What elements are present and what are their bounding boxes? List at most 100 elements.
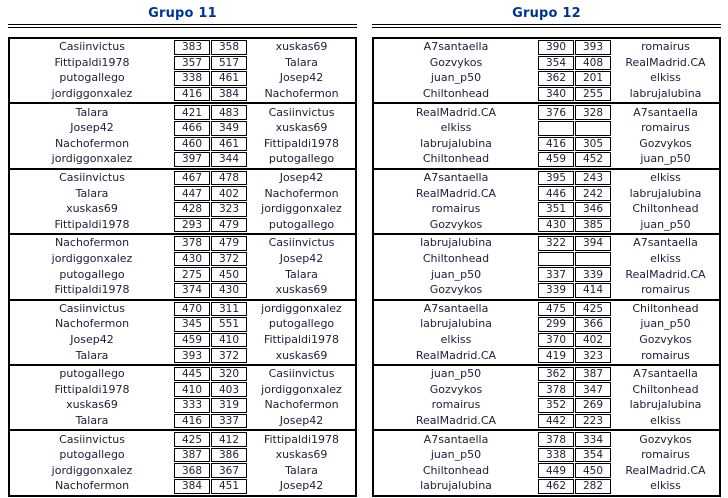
away-player-name: Fittipaldi1978 xyxy=(263,136,340,150)
away-player-name: Josep42 xyxy=(279,171,324,185)
home-player-name: jordiggonxalez xyxy=(51,152,133,166)
home-score-cell: 362 xyxy=(538,71,574,86)
home-player-name: elkiss xyxy=(440,121,472,135)
match-row: romairus 352 269 labrujalubina xyxy=(374,397,719,413)
away-player-name: xuskas69 xyxy=(275,40,328,54)
away-score-cell: 451 xyxy=(211,479,247,494)
home-score-cell: 378 xyxy=(538,432,574,447)
match-row: Gozvykos 354 408 RealMadrid.CA xyxy=(374,55,719,71)
away-player-name: Casiinvictus xyxy=(268,105,335,119)
match-row: Gozvykos 378 347 Chiltonhead xyxy=(374,381,719,398)
away-score-cell: 358 xyxy=(211,40,247,55)
home-player-name: Nachofermon xyxy=(54,479,130,493)
home-score-cell: 322 xyxy=(538,236,574,251)
home-score-cell: 370 xyxy=(538,332,574,348)
match-row: juan_p50 362 387 A7santaella xyxy=(374,366,719,382)
match-block: A7santaella 378 334 Gozvykos juan_p50 338 354 r… xyxy=(374,429,719,494)
home-player-name: jordiggonxalez xyxy=(51,463,133,477)
home-score-cell: 293 xyxy=(174,217,210,233)
away-score-cell: 305 xyxy=(575,136,611,152)
match-row: Chiltonhead elkiss xyxy=(374,251,719,267)
away-score-cell: 517 xyxy=(211,55,247,71)
away-score-cell: 269 xyxy=(575,398,611,413)
home-player-name: elkiss xyxy=(440,332,472,346)
match-block: A7santaella 395 243 elkiss RealMadrid.CA 446 2… xyxy=(374,167,719,233)
home-player-name: Casiinvictus xyxy=(59,432,125,446)
match-block: labrujalubina 322 394 A7santaella Chiltonhea… xyxy=(374,233,719,298)
away-score-cell: 452 xyxy=(575,152,611,167)
away-score-cell: 393 xyxy=(575,40,611,55)
match-row: RealMadrid.CA 446 242 labrujalubina xyxy=(374,185,719,201)
home-player-name: A7santaella xyxy=(423,40,489,54)
home-score-cell: 339 xyxy=(538,282,574,298)
away-score-cell: 387 xyxy=(575,366,611,382)
away-score-cell: 334 xyxy=(575,432,611,447)
home-player-name: Gozvykos xyxy=(429,382,483,396)
match-row: juan_p50 338 354 romairus xyxy=(374,447,719,463)
away-player-name: jordiggonxalez xyxy=(261,202,342,216)
away-score-cell: 402 xyxy=(211,186,247,201)
match-row: jordiggonxalez 368 367 Talara xyxy=(10,462,355,479)
away-player-name: putogallego xyxy=(268,317,335,331)
away-player-name: romairus xyxy=(641,40,690,54)
match-row: Casiinvictus 470 311 jordiggonxalez xyxy=(10,301,355,317)
home-player-name: Fittipaldi1978 xyxy=(54,55,130,69)
home-score-cell: 390 xyxy=(538,40,574,55)
home-player-name: labrujalubina xyxy=(420,479,492,493)
home-player-name: Chiltonhead xyxy=(422,87,490,101)
away-score-cell: 366 xyxy=(575,317,611,332)
match-row: Josep42 466 349 xuskas69 xyxy=(10,120,355,136)
away-score-cell: 320 xyxy=(211,366,247,382)
away-score-cell: 347 xyxy=(575,382,611,398)
away-player-name: romairus xyxy=(641,448,690,462)
match-row: Fittipaldi1978 374 430 xuskas69 xyxy=(10,282,355,298)
home-score-cell: 376 xyxy=(538,105,574,120)
away-player-name: Talara xyxy=(285,463,318,477)
home-player-name: juan_p50 xyxy=(430,267,482,281)
home-player-name: putogallego xyxy=(59,71,125,85)
home-score-cell: 460 xyxy=(174,136,210,152)
home-score-cell: 421 xyxy=(174,105,210,120)
home-score-cell: 446 xyxy=(538,186,574,201)
home-player-name: xuskas69 xyxy=(66,398,118,412)
match-row: RealMadrid.CA 419 323 romairus xyxy=(374,347,719,363)
away-player-name: elkiss xyxy=(650,71,681,85)
match-row: A7santaella 390 393 romairus xyxy=(374,39,719,55)
away-player-name: Casiinvictus xyxy=(268,236,335,250)
away-player-name: elkiss xyxy=(650,413,681,427)
match-block: Casiinvictus 383 358 xuskas69 Fittipaldi1978… xyxy=(10,39,355,102)
home-player-name: RealMadrid.CA xyxy=(415,413,497,427)
home-player-name: juan_p50 xyxy=(430,448,482,462)
header-rule xyxy=(8,24,357,28)
home-player-name: Casiinvictus xyxy=(59,171,125,185)
match-row: Gozvykos 339 414 romairus xyxy=(374,282,719,298)
away-score-cell: 201 xyxy=(575,71,611,86)
match-row: putogallego 338 461 Josep42 xyxy=(10,70,355,86)
away-score-cell: 402 xyxy=(575,332,611,348)
away-score-cell xyxy=(575,120,611,136)
home-player-name: Chiltonhead xyxy=(422,252,490,266)
home-score-cell: 383 xyxy=(174,40,210,55)
match-row: putogallego 387 386 xuskas69 xyxy=(10,447,355,463)
away-score-cell: 479 xyxy=(211,217,247,233)
home-player-name: putogallego xyxy=(59,448,125,462)
match-row: Nachofermon 460 461 Fittipaldi1978 xyxy=(10,136,355,152)
match-block: Casiinvictus 470 311 jordiggonxalez Nachofer… xyxy=(10,298,355,364)
home-score-cell: 425 xyxy=(174,432,210,447)
away-score-cell: 483 xyxy=(211,105,247,120)
away-player-name: xuskas69 xyxy=(275,448,328,462)
away-player-name: Josep42 xyxy=(279,413,324,427)
away-player-name: Fittipaldi1978 xyxy=(263,432,340,446)
away-player-name: Nachofermon xyxy=(264,87,339,101)
away-score-cell: 410 xyxy=(211,332,247,348)
home-player-name: Casiinvictus xyxy=(59,40,125,54)
match-row: Nachofermon 345 551 putogallego xyxy=(10,316,355,332)
away-player-name: RealMadrid.CA xyxy=(625,463,706,477)
away-player-name: xuskas69 xyxy=(275,121,328,135)
home-player-name: romairus xyxy=(431,202,481,216)
home-player-name: labrujalubina xyxy=(420,136,492,150)
away-score-cell: 346 xyxy=(575,201,611,217)
away-score-cell: 354 xyxy=(575,447,611,463)
home-player-name: A7santaella xyxy=(423,171,489,185)
